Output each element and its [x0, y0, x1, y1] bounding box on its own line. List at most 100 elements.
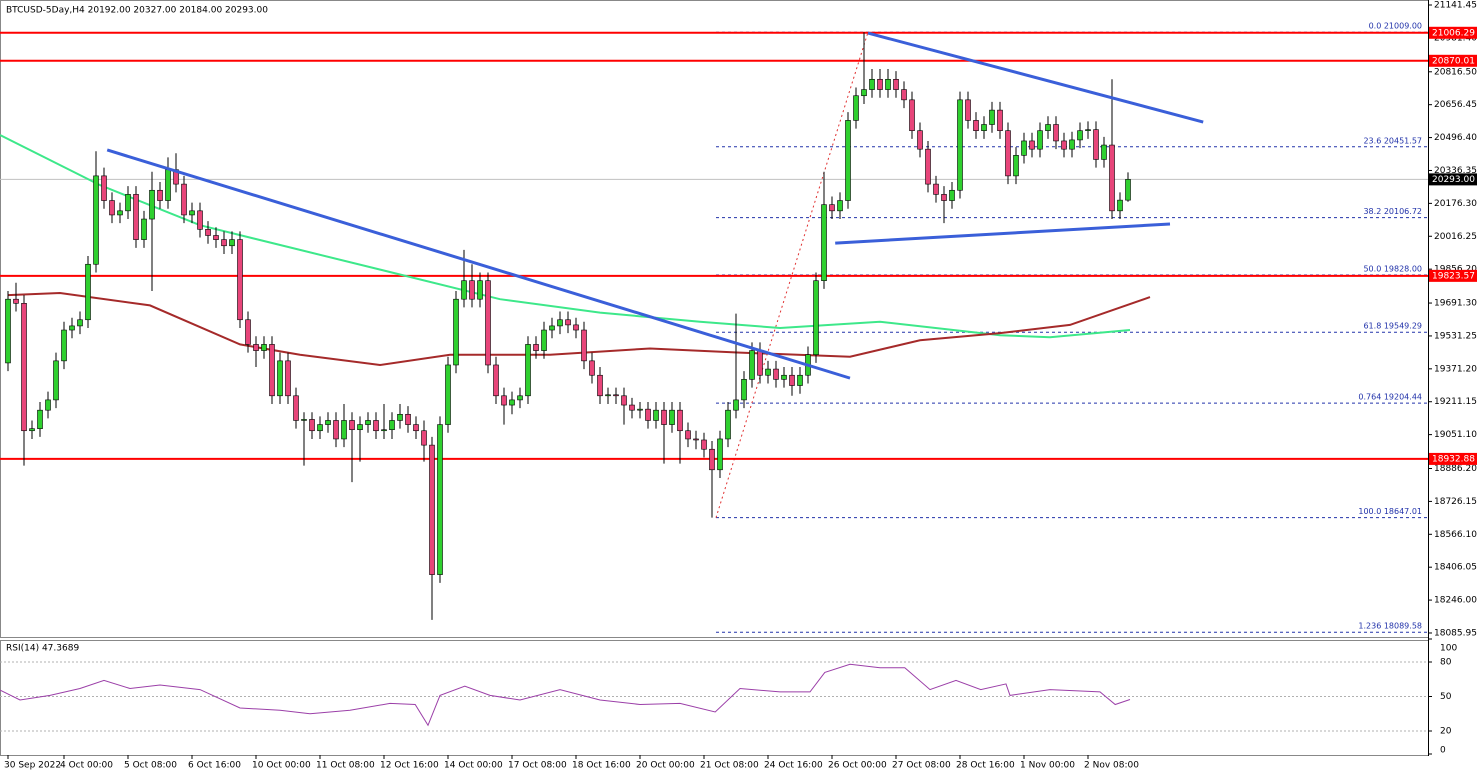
rsi-line — [0, 663, 1131, 727]
candle-body — [717, 438, 723, 471]
candle-body — [309, 419, 315, 432]
candle-body — [813, 280, 819, 355]
candle-body — [597, 374, 603, 397]
candle-body — [1093, 129, 1099, 160]
candle-body — [829, 204, 835, 212]
candle-body — [997, 109, 1003, 131]
chart-title: BTCUSD-5Day,H4 20192.00 20327.00 20184.0… — [6, 6, 268, 16]
candle-body — [421, 430, 427, 446]
x-tick-label: 27 Oct 08:00 — [892, 761, 951, 771]
candle-body — [821, 204, 827, 282]
candle-body — [189, 210, 195, 216]
y-tick-label: 19371.20 — [1434, 364, 1477, 374]
candle-body — [141, 218, 147, 240]
candle-body — [893, 78, 899, 90]
y-tick-label: 18566.10 — [1434, 530, 1477, 540]
candle-body — [149, 189, 155, 220]
fib-label: 0.0 21009.00 — [1369, 22, 1422, 31]
candle-body — [109, 200, 115, 216]
candle-body — [125, 194, 131, 212]
candle-body — [517, 395, 523, 401]
candle-body — [237, 239, 243, 321]
fib-label: 50.0 19828.00 — [1363, 264, 1422, 273]
candle-body — [221, 239, 227, 247]
candle-body — [325, 420, 331, 425]
x-tick-label: 5 Oct 08:00 — [124, 761, 177, 771]
candle-body — [317, 424, 323, 432]
candle-body — [1125, 179, 1131, 201]
candle-body — [685, 430, 691, 440]
candle-body — [493, 364, 499, 397]
candle-body — [909, 99, 915, 131]
candle-body — [1117, 199, 1123, 212]
candle-body — [461, 280, 467, 300]
candle-body — [293, 395, 299, 421]
rsi-tick-label: 50 — [1440, 692, 1452, 702]
candle-body — [1077, 130, 1083, 141]
current-price-label: 20293.00 — [1432, 175, 1475, 185]
candle-body — [13, 298, 19, 304]
candle-body — [181, 183, 187, 216]
candle-body — [941, 194, 947, 201]
candle-body — [429, 444, 435, 575]
fib-label: 100.0 18647.01 — [1358, 507, 1422, 516]
x-tick-label: 10 Oct 00:00 — [252, 761, 311, 771]
candle-body — [5, 298, 11, 364]
y-tick-label: 20016.25 — [1434, 232, 1477, 242]
candle-body — [765, 368, 771, 376]
candle-body — [253, 344, 259, 351]
candle-body — [405, 413, 411, 425]
rsi-tick-label: 100 — [1440, 644, 1457, 654]
candle-body — [101, 175, 107, 201]
rsi-panel — [0, 640, 1429, 756]
candle-body — [85, 263, 91, 321]
candle-body — [261, 344, 267, 351]
candle-body — [381, 429, 387, 432]
candle-body — [1053, 124, 1059, 142]
y-tick-label: 20656.45 — [1434, 100, 1477, 110]
candle-body — [205, 229, 211, 236]
candle-body — [741, 379, 747, 401]
x-tick-label: 21 Oct 08:00 — [700, 761, 759, 771]
y-tick-label: 19531.25 — [1434, 331, 1477, 341]
y-tick-label: 18246.00 — [1434, 596, 1477, 606]
candle-body — [621, 395, 627, 406]
trendline — [106, 148, 851, 380]
x-tick-label: 2 Nov 08:00 — [1084, 761, 1139, 771]
x-tick-label: 12 Oct 16:00 — [380, 761, 439, 771]
candle-body — [301, 419, 307, 421]
candle-body — [525, 344, 531, 397]
candle-body — [197, 210, 203, 230]
candle-body — [45, 399, 51, 411]
level-label: 19823.57 — [1432, 271, 1475, 281]
candle-body — [677, 409, 683, 432]
x-tick-label: 14 Oct 00:00 — [444, 761, 503, 771]
x-tick-label: 28 Oct 16:00 — [956, 761, 1015, 771]
y-tick-label: 19691.30 — [1434, 299, 1477, 309]
candle-body — [77, 319, 83, 327]
x-tick-label: 26 Oct 00:00 — [828, 761, 887, 771]
candle-body — [789, 374, 795, 386]
candle-body — [453, 298, 459, 366]
x-tick-label: 6 Oct 16:00 — [188, 761, 241, 771]
candle-body — [1085, 129, 1091, 131]
rsi-tick-label: 0 — [1440, 746, 1446, 756]
candle-body — [581, 329, 587, 362]
candle-body — [37, 409, 43, 429]
fib-label: 38.2 20106.72 — [1363, 207, 1422, 216]
candle-body — [933, 183, 939, 195]
candle-body — [901, 89, 907, 101]
level-label-box — [1429, 269, 1477, 282]
candle-body — [1045, 124, 1051, 131]
candle-body — [165, 169, 171, 201]
candle-body — [885, 78, 891, 90]
fib-label: 23.6 20451.57 — [1363, 136, 1422, 145]
fib-label: 0.764 19204.44 — [1358, 393, 1422, 402]
candle-body — [749, 350, 755, 380]
candle-body — [781, 374, 787, 380]
candle-body — [1061, 140, 1067, 150]
candle-body — [477, 280, 483, 300]
candle-body — [1029, 140, 1035, 150]
